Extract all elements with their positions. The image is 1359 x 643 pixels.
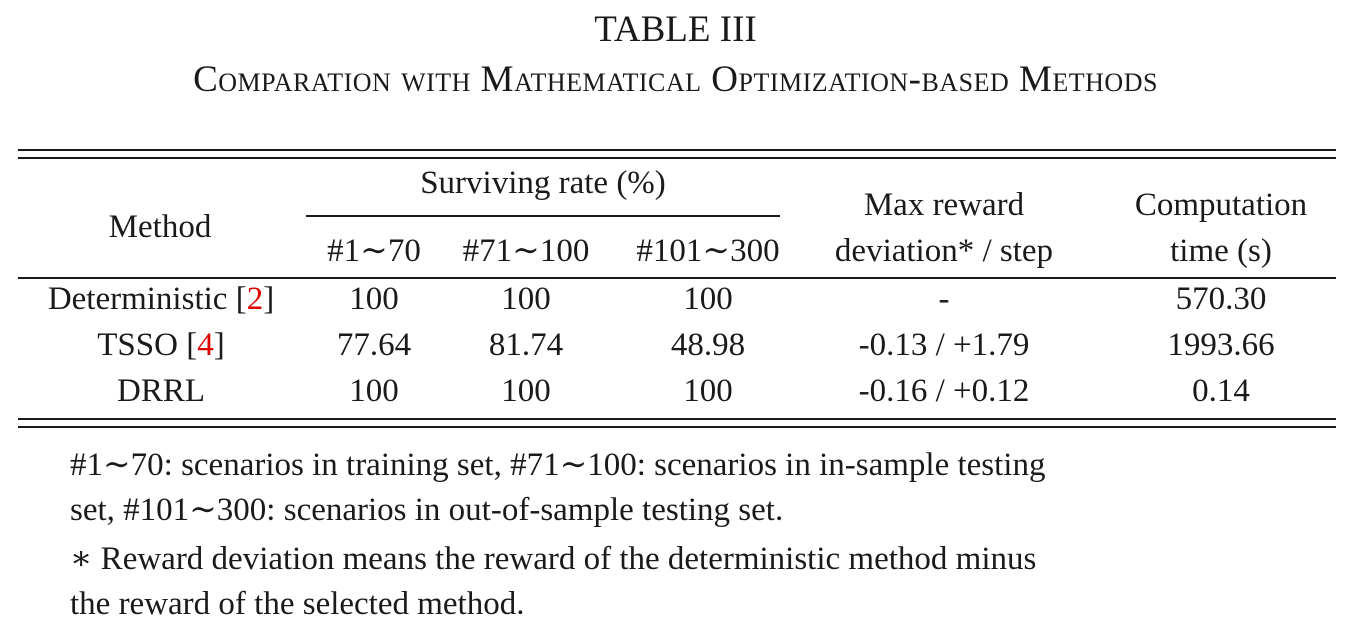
note-1-line-2: set, #101∼300: scenarios in out-of-sampl… xyxy=(70,492,784,528)
method-name: TSSO xyxy=(97,327,178,363)
header-method: Method xyxy=(108,209,212,245)
row-3-surviving-3: 100 xyxy=(683,373,733,409)
row-2-surviving-3: 48.98 xyxy=(670,327,746,363)
surviving-rate-cmidrule xyxy=(306,215,780,217)
row-3-method: DRRL xyxy=(116,373,205,409)
header-max-reward-line1: Max reward xyxy=(863,187,1025,223)
top-rule-1 xyxy=(18,149,1336,151)
row-1-method: Deterministic [2] xyxy=(47,281,275,317)
row-1-surviving-3: 100 xyxy=(683,281,733,317)
row-3-surviving-1: 100 xyxy=(349,373,399,409)
table-note-2: ∗ Reward deviation means the reward of t… xyxy=(70,537,1345,627)
row-3-surviving-2: 100 xyxy=(501,373,551,409)
row-2-surviving-1: 77.64 xyxy=(336,327,412,363)
header-sub-col-2: #71∼100 xyxy=(462,233,590,269)
citation-link[interactable]: 2 xyxy=(246,281,264,317)
table-note-1: #1∼70: scenarios in training set, #71∼10… xyxy=(70,443,1345,533)
row-2-time: 1993.66 xyxy=(1167,327,1275,363)
row-1-time: 570.30 xyxy=(1175,281,1267,317)
header-max-reward-line2: deviation* / step xyxy=(834,233,1054,269)
header-sub-col-1: #1∼70 xyxy=(327,233,421,269)
row-3-time: 0.14 xyxy=(1192,373,1250,409)
note-2-line-2: the reward of the selected method. xyxy=(70,586,525,622)
table-label: TABLE III xyxy=(594,9,757,50)
top-rule-2 xyxy=(18,157,1336,159)
note-2-line-1: ∗ Reward deviation means the reward of t… xyxy=(70,541,1037,577)
bottom-rule-1 xyxy=(18,418,1336,420)
note-1-line-1: #1∼70: scenarios in training set, #71∼10… xyxy=(70,447,1046,483)
row-2-method: TSSO [4] xyxy=(97,327,225,363)
table-title: Comparation with Mathematical Optimizati… xyxy=(193,59,1158,100)
header-computation-line1: Computation xyxy=(1134,187,1308,223)
citation-link[interactable]: 4 xyxy=(197,327,214,363)
row-2-surviving-2: 81.74 xyxy=(488,327,564,363)
header-surviving-rate: Surviving rate (%) xyxy=(420,165,666,201)
row-3-deviation: -0.16 / +0.12 xyxy=(858,373,1030,409)
bottom-rule-2 xyxy=(18,426,1336,428)
header-sub-col-3: #101∼300 xyxy=(636,233,780,269)
row-1-surviving-1: 100 xyxy=(349,281,399,317)
mid-rule xyxy=(18,277,1336,279)
header-computation-line2: time (s) xyxy=(1170,233,1272,269)
method-name: Deterministic xyxy=(47,281,228,317)
row-1-deviation: - xyxy=(938,281,950,317)
row-1-surviving-2: 100 xyxy=(501,281,551,317)
row-2-deviation: -0.13 / +1.79 xyxy=(858,327,1030,363)
